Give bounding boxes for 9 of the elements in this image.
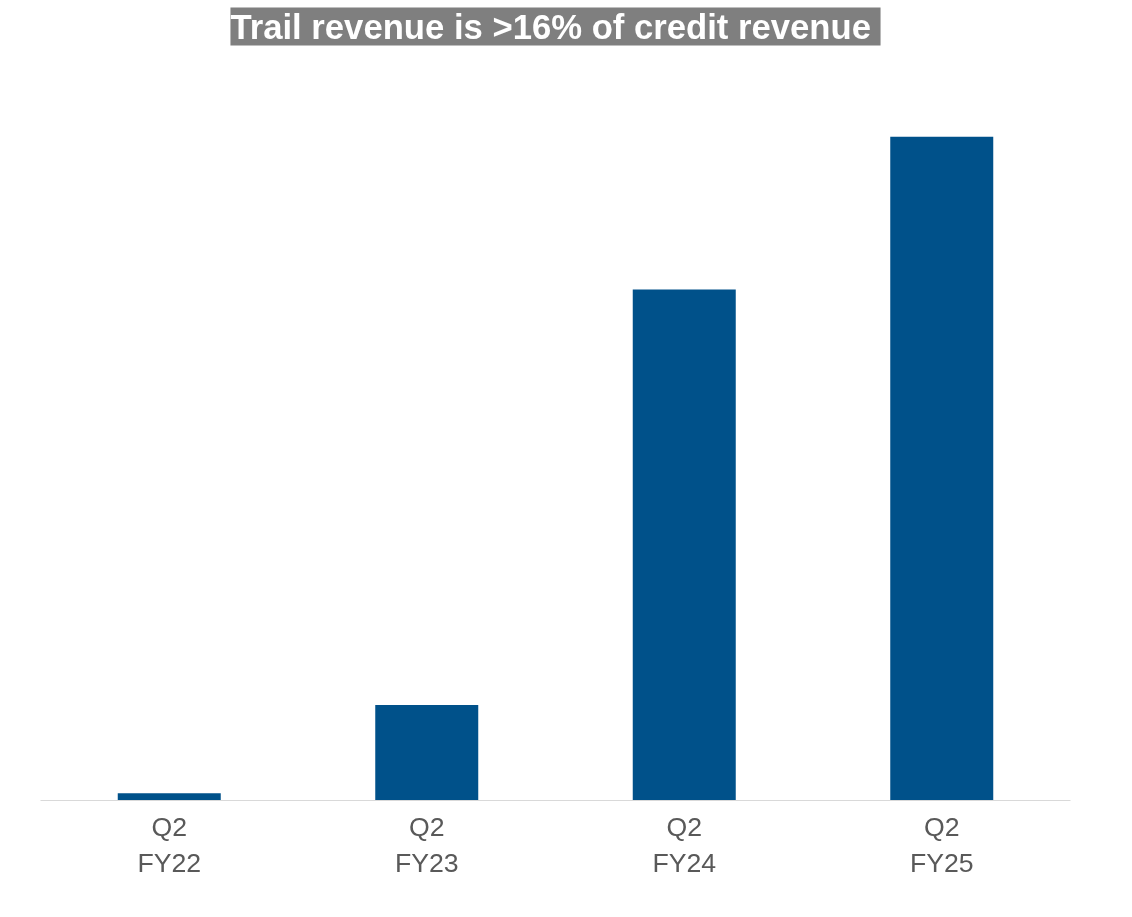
bar	[117, 793, 221, 801]
bar	[632, 289, 736, 801]
chart-title: Trail revenue is >16% of credit revenue	[230, 7, 871, 46]
x-tick-label: Q2 FY23	[394, 811, 459, 878]
bar	[890, 136, 994, 801]
x-tick-label: Q2 FY22	[137, 811, 202, 878]
x-tick-label: Q2 FY24	[652, 811, 717, 878]
x-tick-label: Q2 FY25	[909, 811, 974, 878]
bar	[375, 704, 479, 801]
